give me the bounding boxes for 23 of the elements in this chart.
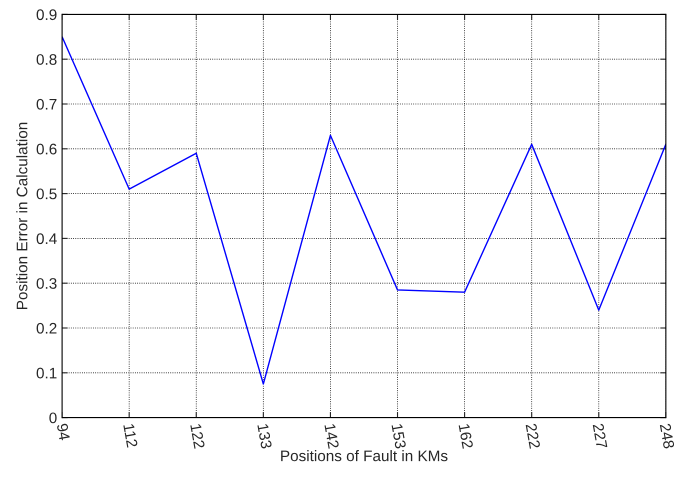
y-axis-title: Position Error in Calculation — [16, 122, 28, 309]
x-tick-label: 112 — [123, 424, 138, 448]
y-tick-label: 0.5 — [36, 188, 57, 200]
y-tick-label: 0.6 — [36, 144, 57, 154]
x-tick-label: 133 — [257, 424, 272, 449]
y-tick-label: 0.1 — [36, 368, 56, 378]
x-tick-label: 227 — [592, 423, 608, 449]
y-tick-label: 0.9 — [36, 9, 57, 20]
x-tick-label: 153 — [391, 424, 406, 449]
y-tick-label: 0.3 — [36, 278, 57, 289]
x-axis-title: Positions of Fault in KMs — [281, 450, 448, 462]
y-tick-label: 0.7 — [36, 98, 56, 110]
y-tick-label: 0.2 — [36, 322, 56, 334]
y-tick-label: 0.4 — [36, 233, 57, 244]
x-tick-label: 122 — [190, 424, 205, 449]
x-tick-label: 222 — [526, 423, 540, 449]
x-tick-label: 248 — [660, 423, 675, 449]
line-series — [62, 36, 666, 385]
y-tick-label: 0 — [49, 412, 57, 424]
x-tick-label: 142 — [324, 424, 340, 449]
x-tick-label: 162 — [458, 424, 474, 449]
x-tick-label: 94 — [56, 423, 70, 441]
y-tick-label: 0.8 — [36, 54, 57, 65]
